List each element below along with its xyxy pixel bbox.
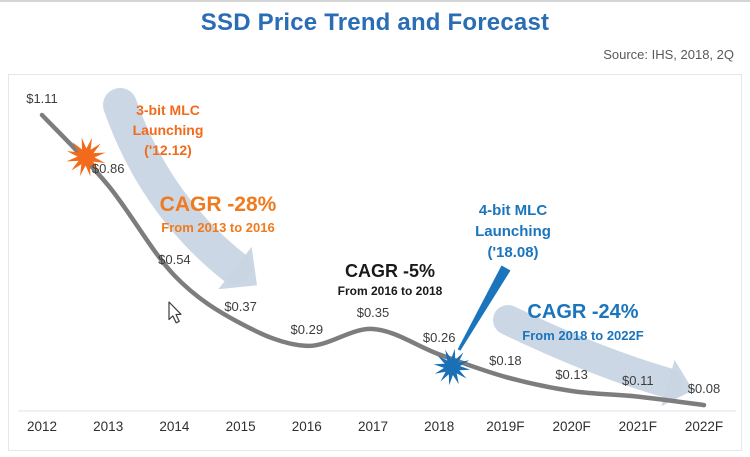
annotation-cagr-2018-2022: CAGR -24% From 2018 to 2022F bbox=[522, 301, 643, 343]
annotation-line: 3-bit MLC bbox=[136, 102, 200, 118]
price-trend-line bbox=[39, 112, 707, 408]
starburst-3bit-launch-icon bbox=[66, 137, 106, 177]
cagr-range: From 2016 to 2018 bbox=[337, 284, 443, 298]
cagr-range: From 2013 to 2016 bbox=[161, 220, 275, 235]
annotation-cagr-2016-2018: CAGR -5% From 2016 to 2018 bbox=[338, 261, 443, 298]
annotation-line: Launching bbox=[132, 122, 204, 138]
annotation-line: ('12.12) bbox=[144, 142, 192, 158]
annotation-line: 4-bit MLC bbox=[478, 202, 548, 219]
cagr-range: From 2018 to 2022F bbox=[522, 328, 644, 343]
annotation-line: Launching bbox=[475, 223, 551, 240]
annotation-pointer-4bit bbox=[457, 265, 511, 351]
trend-swoosh-left-head-icon bbox=[218, 246, 257, 290]
trend-swoosh-right-icon bbox=[493, 305, 683, 398]
top-divider bbox=[0, 0, 750, 2]
trend-swoosh-left-icon bbox=[103, 88, 252, 285]
mouse-cursor-icon bbox=[168, 301, 182, 324]
chart-frame bbox=[8, 74, 742, 451]
cagr-value: CAGR -5% bbox=[344, 261, 435, 281]
page-title: SSD Price Trend and Forecast bbox=[200, 9, 550, 36]
annotation-line: ('18.08) bbox=[487, 244, 539, 261]
starburst-4bit-launch-icon bbox=[433, 348, 471, 386]
source-note: Source: IHS, 2018, 2Q bbox=[603, 47, 734, 62]
cagr-value: CAGR -28% bbox=[159, 193, 277, 216]
cagr-value: CAGR -24% bbox=[527, 301, 639, 323]
annotation-4bit-mlc: 4-bit MLC Launching ('18.08) bbox=[475, 200, 551, 263]
annotation-3bit-mlc: 3-bit MLC Launching ('12.12) bbox=[133, 100, 204, 160]
annotation-cagr-2013-2016: CAGR -28% From 2013 to 2016 bbox=[160, 193, 277, 235]
trend-swoosh-right-head-icon bbox=[661, 359, 693, 407]
